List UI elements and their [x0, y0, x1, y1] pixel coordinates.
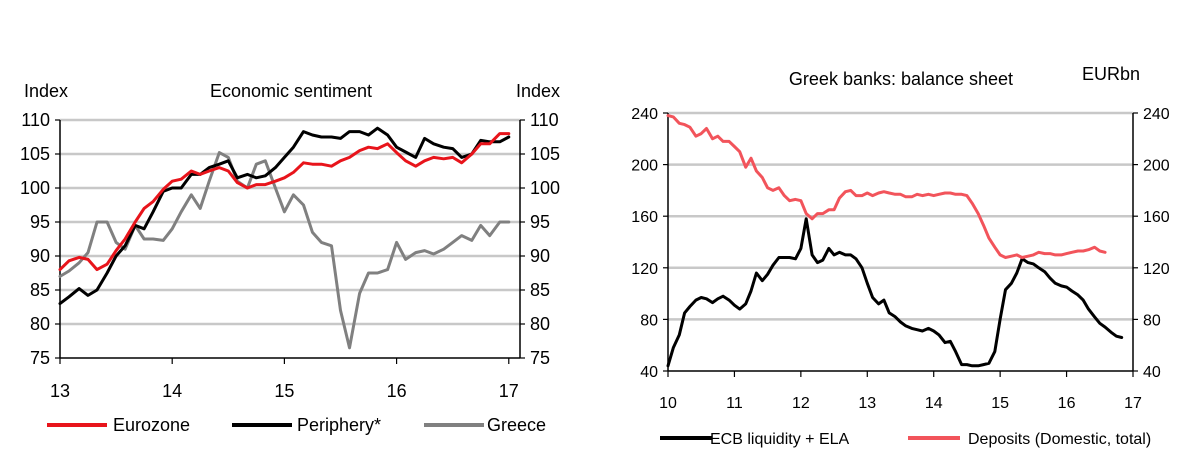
left-xtick-label: 16	[387, 381, 407, 401]
left-ytick-label-right: 90	[530, 246, 550, 266]
left-ytick-label-right: 105	[530, 144, 560, 164]
left-chart: 75 75 80 80 85 85 90 90 95 95 100 100 105 105 110 110 13…	[20, 110, 560, 435]
right-xtick-label: 17	[1124, 395, 1142, 412]
left-series-line-periphery	[58, 126, 511, 306]
left-ytick-label-right: 100	[530, 178, 560, 198]
left-xtick-label: 14	[162, 381, 182, 401]
left-ytick-label-right: 80	[530, 314, 550, 334]
right-xtick-label: 12	[792, 395, 810, 412]
right-ytick-label-left: 240	[631, 106, 658, 123]
left-ytick-label-right: 75	[530, 348, 550, 368]
left-series-line-eurozone	[58, 132, 511, 272]
right-ytick-label-left: 160	[631, 209, 658, 226]
right-xtick-label: 14	[925, 395, 943, 412]
right-ytick-label-left: 80	[640, 312, 658, 329]
right-ytick-label-left: 200	[631, 158, 658, 175]
left-series-line-greece	[58, 151, 511, 350]
left-ytick-label-left: 90	[30, 246, 50, 266]
left-ytick-label-right: 95	[530, 212, 550, 232]
left-xtick-label: 15	[274, 381, 294, 401]
right-legend-label-ecb-liquidity-ela: ECB liquidity + ELA	[710, 431, 850, 448]
right-ytick-label-right: 80	[1143, 312, 1161, 329]
right-chart: 40 40 80 80 120 120 160 160 200 200 240 240 10 11 12 13…	[631, 106, 1170, 448]
right-legend-label-deposits-domestic-total: Deposits (Domestic, total)	[968, 431, 1151, 448]
right-series-line-ecb-liquidity-ela	[666, 217, 1124, 368]
left-legend-label-periphery: Periphery*	[297, 415, 381, 435]
left-ytick-label-right: 110	[530, 110, 559, 130]
left-ytick-label-left: 100	[20, 178, 50, 198]
left-legend-label-greece: Greece	[487, 415, 546, 435]
left-ytick-label-left: 80	[30, 314, 50, 334]
left-chart-title: Economic sentiment	[210, 81, 372, 101]
right-ytick-label-right: 160	[1143, 209, 1170, 226]
right-y-label-right: EURbn	[1082, 64, 1140, 84]
left-ytick-label-left: 110	[21, 110, 50, 130]
right-ytick-label-right: 200	[1143, 158, 1170, 175]
right-xtick-label: 16	[1058, 395, 1076, 412]
right-ytick-label-left: 40	[640, 364, 658, 381]
left-xtick-label: 17	[499, 381, 519, 401]
right-xtick-label: 11	[726, 395, 743, 412]
left-y-label-right: Index	[516, 81, 560, 101]
right-ytick-label-right: 240	[1143, 106, 1170, 123]
right-chart-title: Greek banks: balance sheet	[789, 69, 1013, 89]
right-ytick-label-right: 40	[1143, 364, 1161, 381]
right-ytick-label-right: 120	[1143, 261, 1170, 278]
left-ytick-label-left: 95	[30, 212, 50, 232]
left-ytick-label-left: 105	[20, 144, 50, 164]
left-ytick-label-left: 85	[30, 280, 50, 300]
right-xtick-label: 10	[659, 395, 677, 412]
left-ytick-label-left: 75	[30, 348, 50, 368]
right-xtick-label: 15	[991, 395, 1009, 412]
right-ytick-label-left: 120	[631, 261, 658, 278]
right-xtick-label: 13	[858, 395, 876, 412]
left-y-label-left: Index	[24, 81, 68, 101]
left-ytick-label-right: 85	[530, 280, 550, 300]
left-legend-label-eurozone: Eurozone	[113, 415, 190, 435]
right-series-line-deposits-domestic-total	[666, 114, 1107, 259]
left-xtick-label: 13	[50, 381, 70, 401]
